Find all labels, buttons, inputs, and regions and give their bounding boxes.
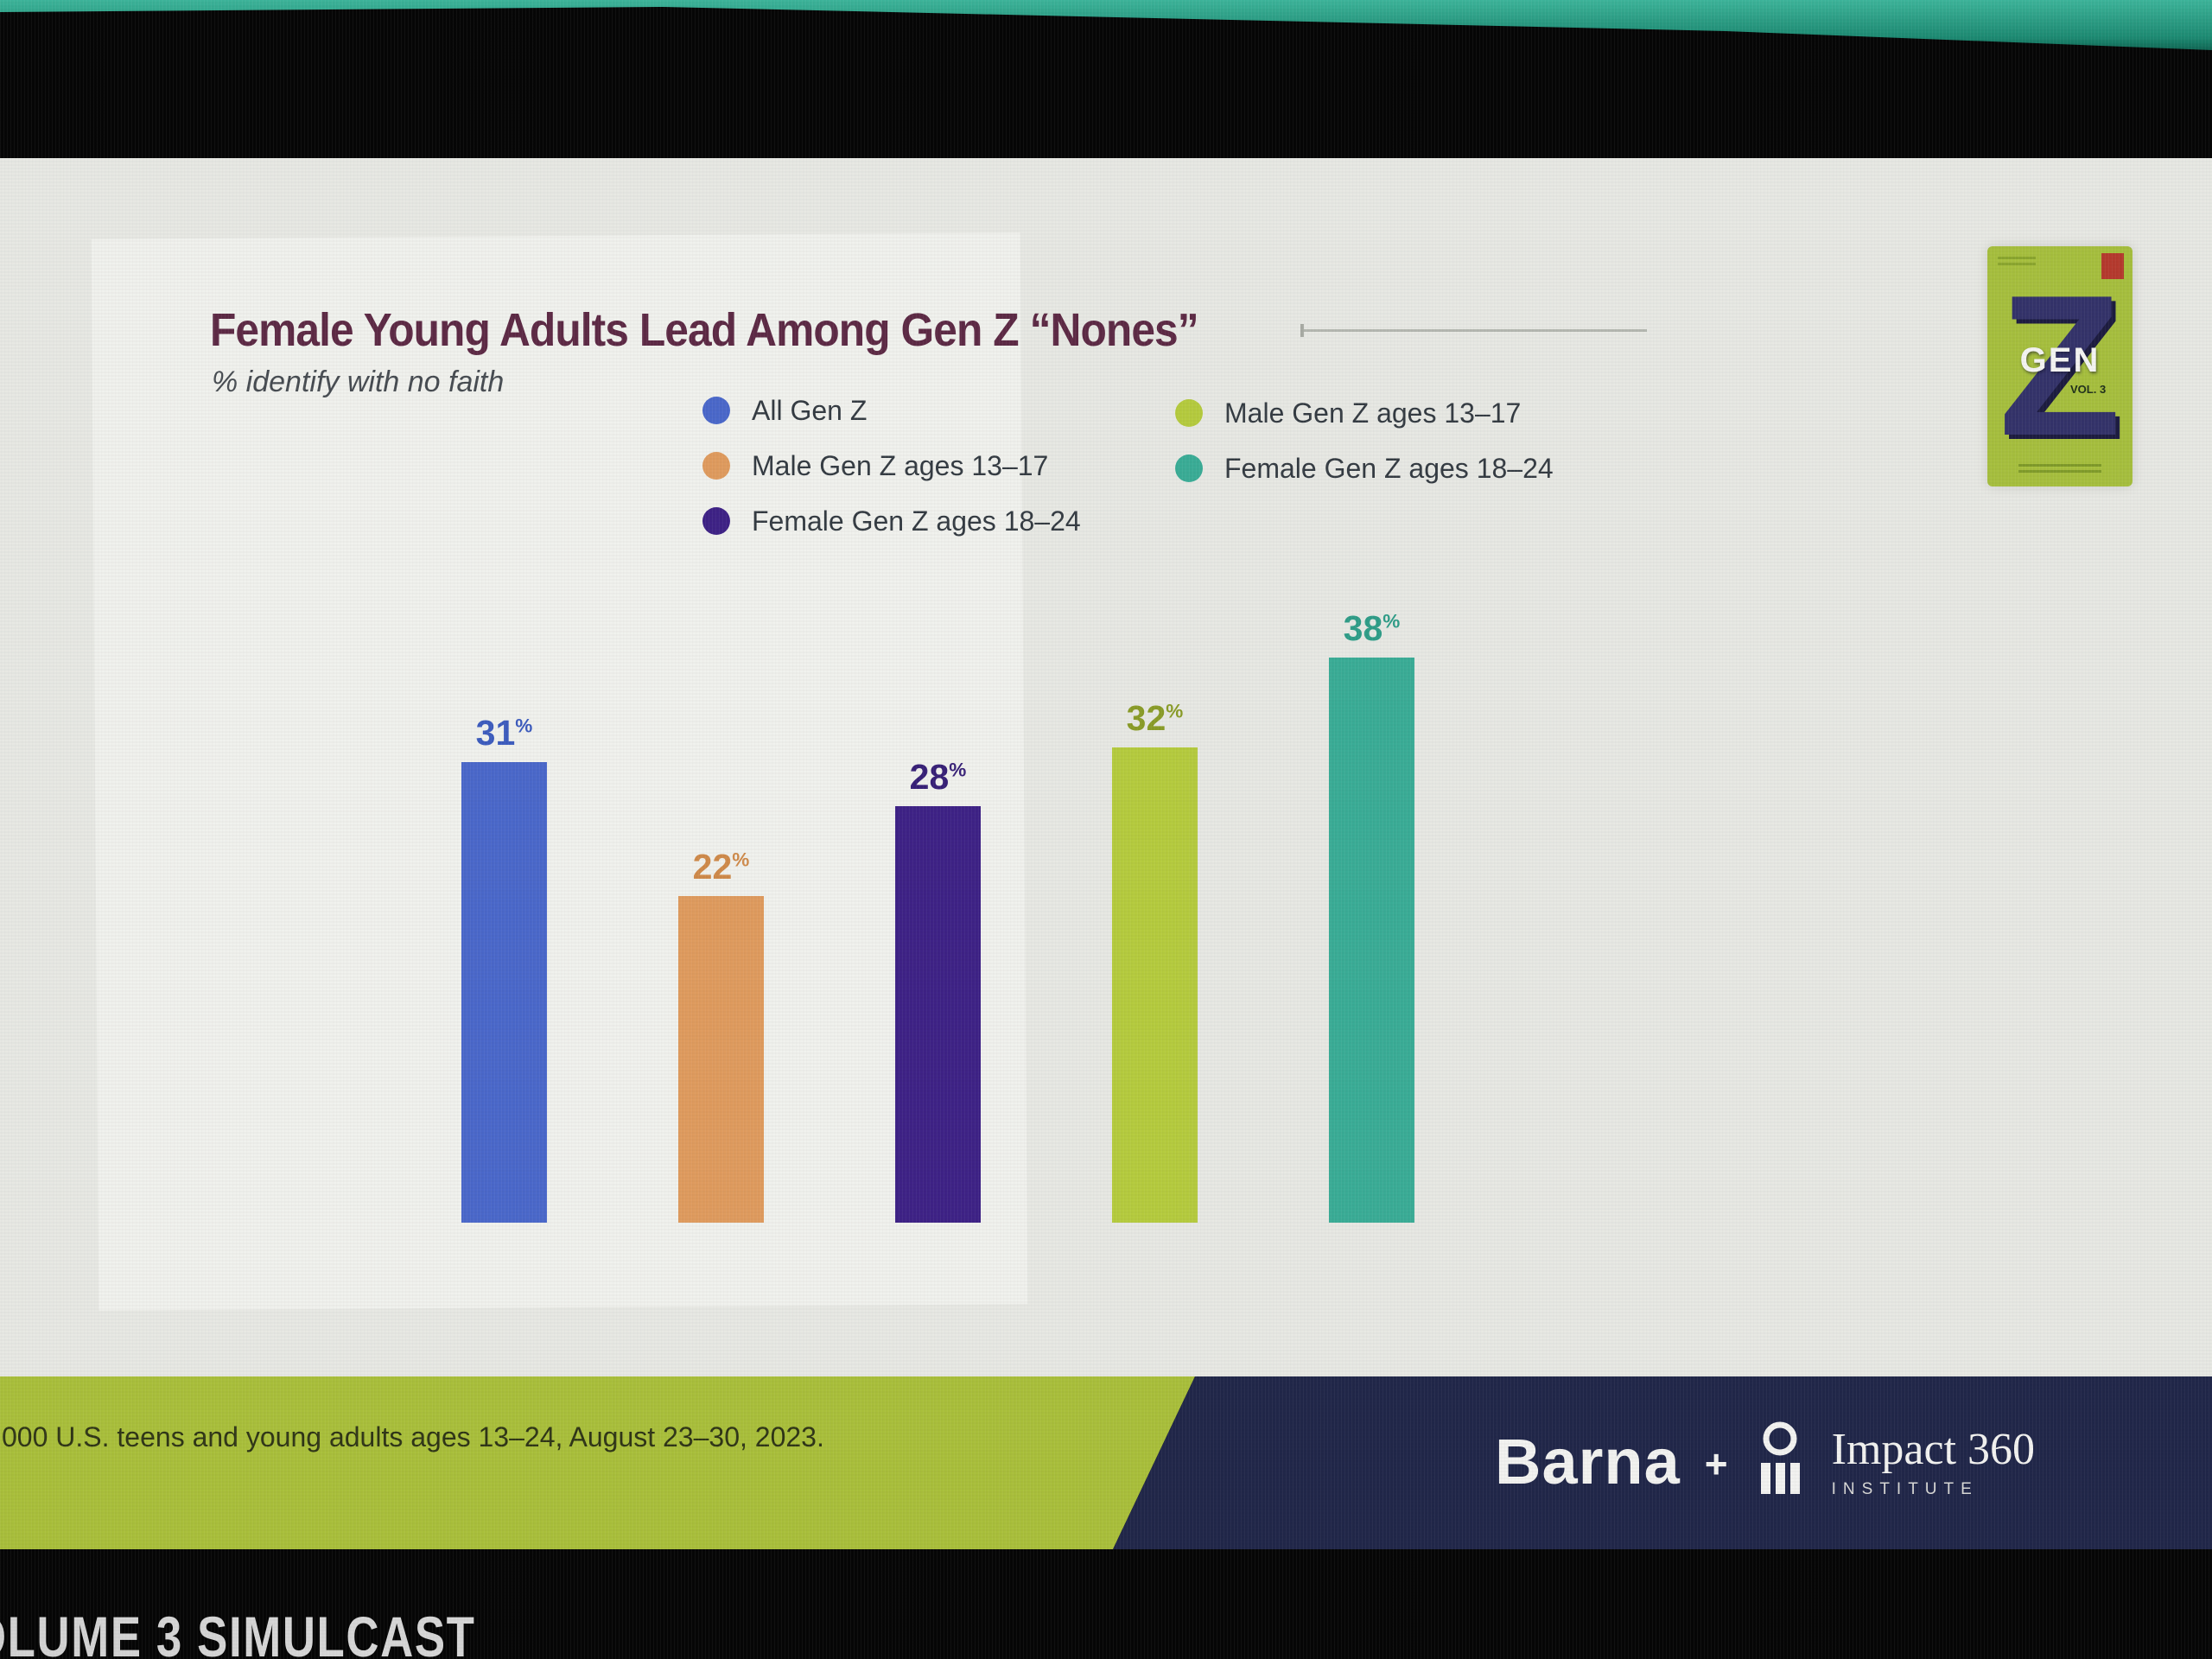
cover-fineprint-bottom — [1987, 461, 2133, 473]
plus-sign: + — [1704, 1441, 1728, 1486]
brand-banner: Barna + Impact 360 INSTITUTE — [1113, 1376, 2212, 1549]
barna-red-tag-icon — [2101, 253, 2124, 279]
genz-gen-label: GEN — [2019, 341, 2101, 379]
legend-label: Male Gen Z ages 13–17 — [1224, 397, 1522, 429]
cover-fineprint-top — [1998, 257, 2036, 269]
bar-4: 32% — [1112, 698, 1198, 1223]
bar-value-label: 22% — [692, 847, 750, 887]
legend-dot-icon — [1175, 454, 1203, 482]
legend-dot-icon — [702, 397, 730, 424]
source-text: 000 U.S. teens and young adults ages 13–… — [2, 1421, 824, 1452]
genz-book-cover-logo: Z GEN VOL. 3 — [1987, 246, 2133, 486]
legend-dot-icon — [1175, 399, 1203, 427]
institute-text: INSTITUTE — [1831, 1479, 1979, 1498]
source-banner: 000 U.S. teens and young adults ages 13–… — [0, 1376, 1195, 1549]
legend-label: All Gen Z — [752, 394, 868, 426]
bar-2: 22% — [678, 847, 764, 1223]
bar-1: 31% — [461, 713, 547, 1223]
legend-item: Male Gen Z ages 13–17 — [1175, 397, 1554, 429]
impact-360-wordmark: Impact 360 INSTITUTE — [1832, 1424, 2035, 1499]
barna-logo-text: Barna — [1495, 1425, 1681, 1497]
simulcast-ticker-text: OLUME 3 SIMULCAST — [0, 1605, 476, 1659]
bar-chart: 31% 22% 28% 32% 38% — [0, 158, 2212, 1376]
legend-label: Female Gen Z ages 18–24 — [1224, 452, 1554, 484]
title-divider-line — [1300, 324, 1647, 337]
chart-legend-column-2: Male Gen Z ages 13–17 Female Gen Z ages 1… — [1175, 397, 1554, 484]
bar-value-label: 38% — [1343, 608, 1401, 648]
bar-3: 28% — [895, 757, 981, 1223]
top-teal-strip — [0, 0, 2212, 50]
chart-legend-column-1: All Gen Z Male Gen Z ages 13–17 Female Gen… — [702, 394, 1081, 537]
impact-360-text: Impact 360 — [1831, 1424, 2036, 1474]
bar-value-label: 31% — [475, 713, 533, 753]
genz-z-letter: Z — [1999, 254, 2121, 478]
impact-360-column-icon — [1752, 1420, 1808, 1503]
brand-cluster: Barna + Impact 360 INSTITUTE — [1495, 1408, 2035, 1515]
legend-item: All Gen Z — [702, 394, 1081, 426]
bar-5: 38% — [1329, 608, 1414, 1223]
bar-value-label: 28% — [909, 757, 967, 797]
slide-title: Female Young Adults Lead Among Gen Z “No… — [210, 304, 1199, 356]
legend-item: Male Gen Z ages 13–17 — [702, 449, 1081, 481]
legend-dot-icon — [702, 507, 730, 535]
legend-label: Female Gen Z ages 18–24 — [752, 505, 1081, 537]
genz-vol-label: VOL. 3 — [2070, 383, 2107, 396]
legend-label: Male Gen Z ages 13–17 — [752, 449, 1049, 481]
legend-dot-icon — [702, 452, 730, 480]
slide-subtitle: % identify with no faith — [212, 365, 505, 398]
legend-item: Female Gen Z ages 18–24 — [1175, 452, 1554, 484]
bar-value-label: 32% — [1126, 698, 1184, 738]
presentation-slide: Female Young Adults Lead Among Gen Z “No… — [0, 158, 2212, 1376]
legend-item: Female Gen Z ages 18–24 — [702, 505, 1081, 537]
